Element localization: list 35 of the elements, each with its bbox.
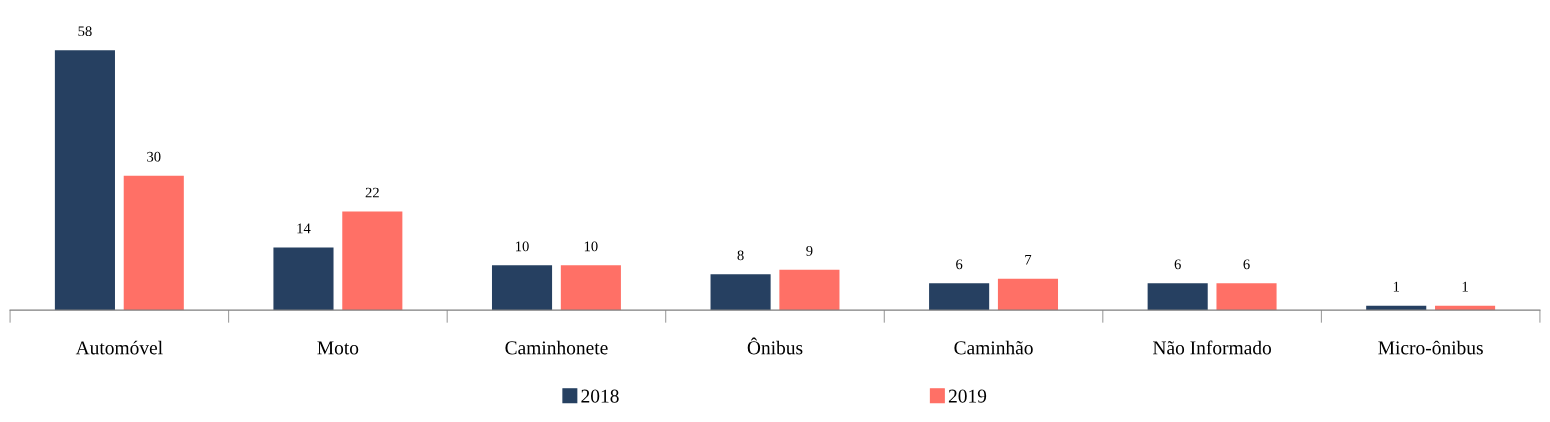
bar	[123, 175, 184, 311]
data-label: 14	[297, 223, 311, 234]
legend-label: 2019	[948, 389, 987, 403]
data-label: 6	[956, 259, 963, 270]
x-tick-label: Micro-ônibus	[1378, 340, 1483, 355]
bar	[929, 283, 990, 311]
bar	[710, 274, 771, 311]
bar	[1216, 283, 1277, 311]
x-tick-label: Moto	[317, 341, 359, 355]
x-tick-label: Não Informado	[1153, 340, 1272, 355]
data-label: 9	[806, 245, 813, 256]
bar	[342, 211, 403, 311]
data-label: 30	[147, 151, 161, 162]
x-tick-label: Automóvel	[75, 340, 163, 355]
data-label: 6	[1174, 259, 1181, 270]
data-label: 10	[516, 241, 529, 252]
x-tick-label: Caminhonete	[505, 340, 608, 355]
bar	[997, 278, 1059, 311]
x-tick-label: Caminhão	[954, 340, 1033, 355]
data-label: 22	[365, 187, 379, 198]
data-label: 10	[584, 241, 598, 252]
bar	[560, 265, 621, 311]
legend-label: 2018	[581, 389, 619, 403]
data-label: 7	[1025, 255, 1032, 265]
x-tick-label: Ônibus	[747, 337, 803, 355]
bar	[779, 269, 840, 311]
bar	[1147, 283, 1208, 311]
data-label: 8	[737, 250, 744, 261]
bar	[491, 265, 553, 311]
bar	[273, 247, 334, 311]
bar	[54, 50, 115, 311]
data-label: 58	[78, 26, 92, 37]
data-label: 6	[1243, 259, 1250, 270]
data-label: 1	[1462, 281, 1468, 292]
data-label: 1	[1393, 281, 1399, 292]
